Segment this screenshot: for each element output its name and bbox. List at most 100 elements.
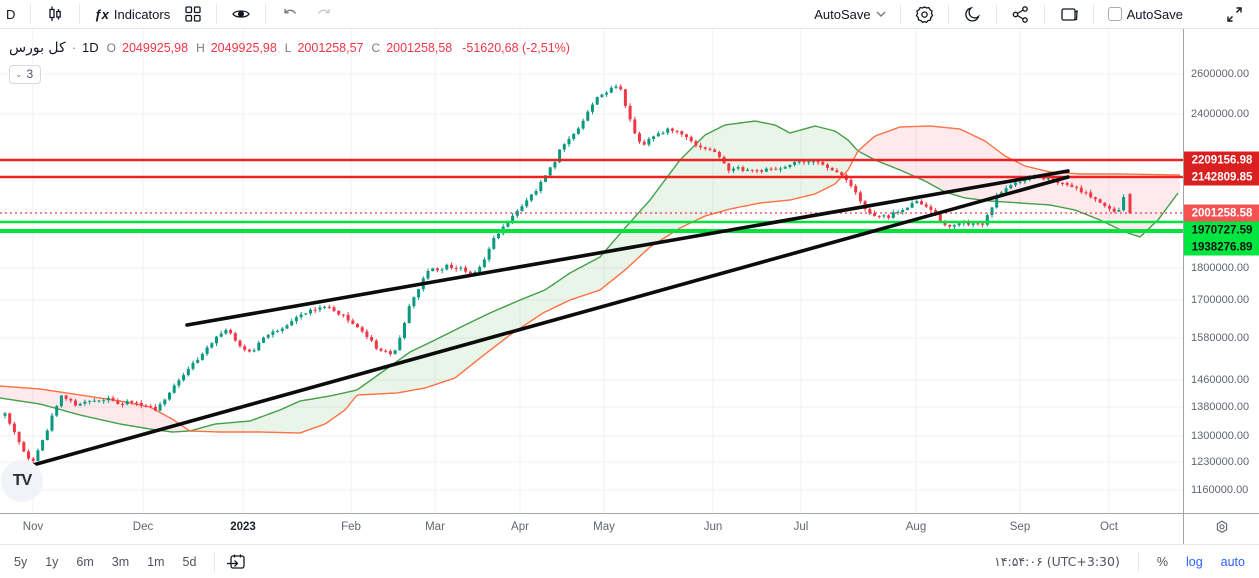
chart-legend: کل بورس · 1D O 2049925,98 H 2049925,98 L…	[9, 40, 570, 84]
chevron-down-icon	[876, 11, 886, 17]
toolbar-separator	[216, 4, 218, 24]
price-axis[interactable]: 2600000.00 2400000.00 1800000.00 1700000.00…	[1183, 29, 1259, 513]
fullscreen-button[interactable]	[1218, 0, 1251, 28]
time-axis-month-label: Sep	[1009, 521, 1031, 533]
time-axis-month-label: Jun	[703, 521, 723, 533]
time-axis-month-label: Oct	[1100, 521, 1118, 533]
time-axis-year-label: 2023	[230, 521, 256, 533]
auto-scale-button[interactable]: auto	[1220, 554, 1245, 569]
time-axis-month-label: Aug	[905, 521, 927, 533]
toolbar-separator	[30, 4, 32, 24]
tradingview-logo: TV	[1, 460, 43, 502]
change-value: -51620,68 (-2,51%)	[462, 41, 570, 55]
toolbar-separator	[995, 4, 997, 24]
theme-toggle-button[interactable]	[956, 0, 989, 28]
range-button-6m[interactable]: 6m	[76, 554, 94, 569]
legend-separator: ·	[71, 40, 77, 55]
range-button-1m[interactable]: 1m	[147, 554, 165, 569]
indicators-button[interactable]: ƒx Indicators	[87, 0, 177, 28]
undo-button[interactable]	[273, 0, 307, 28]
autosave-dropdown[interactable]: AutoSave	[807, 0, 892, 28]
interval-button[interactable]: D	[6, 6, 16, 22]
range-button-5y[interactable]: 5y	[14, 554, 28, 569]
autosave-checkbox-label: AutoSave	[1126, 6, 1183, 22]
share-icon	[1011, 5, 1030, 24]
price-tick-label: 2400000.00	[1191, 108, 1250, 120]
autosave-checkbox-row[interactable]: AutoSave	[1101, 0, 1190, 28]
price-axis-settings[interactable]	[1183, 513, 1259, 544]
session-clock[interactable]: ۱۴:۵۴:۰۶ (UTC+3:30)	[994, 554, 1120, 569]
eye-icon	[231, 4, 251, 24]
grid-lines	[0, 29, 1183, 513]
toolbar-separator	[947, 4, 949, 24]
time-axis[interactable]: Nov Dec 2023 Feb Mar Apr May Jun Jul Aug Sep Oct	[0, 513, 1183, 544]
time-axis-month-label: Mar	[425, 521, 445, 533]
price-level-badge: 2142809.85	[1184, 168, 1259, 186]
moon-icon	[963, 5, 982, 24]
trend-lines[interactable]	[31, 169, 1070, 467]
price-level-badge: 2209156.98	[1184, 151, 1259, 169]
indicators-label: Indicators	[113, 6, 171, 22]
collapsed-indicators-chip[interactable]: ⌄ 3	[9, 65, 42, 84]
toolbar-separator	[1043, 4, 1045, 24]
range-button-3m[interactable]: 3m	[111, 554, 130, 569]
layout-grid-button[interactable]	[177, 0, 209, 28]
bottom-toolbar: 5y 1y 6m 3m 1m 5d ۱۴:۵۴:۰۶ (UTC+3:30) % log a…	[0, 544, 1259, 578]
time-axis-month-label: Feb	[341, 521, 361, 533]
time-axis-month-label: Jul	[793, 521, 809, 533]
price-tick-label: 1460000.00	[1191, 374, 1250, 386]
goto-date-button[interactable]	[225, 552, 247, 572]
high-value: 2049925,98	[210, 41, 277, 55]
chart-type-button[interactable]	[38, 0, 72, 28]
range-button-1y[interactable]: 1y	[45, 554, 59, 569]
price-level-badge: 1938276.89	[1184, 238, 1259, 256]
toolbar-separator	[265, 4, 267, 24]
toolbar-separator	[79, 4, 81, 24]
redo-icon	[314, 4, 334, 24]
close-label: C	[371, 41, 381, 55]
gear-icon	[915, 5, 934, 24]
redo-button[interactable]	[307, 0, 341, 28]
toolbar-separator	[1092, 4, 1094, 24]
toolbar-separator	[1137, 551, 1139, 572]
symbol-title[interactable]: کل بورس	[9, 40, 66, 56]
range-button-5d[interactable]: 5d	[182, 554, 197, 569]
open-label: O	[106, 41, 117, 55]
object-tree-visibility-button[interactable]	[224, 0, 258, 28]
fullscreen-icon	[1225, 5, 1244, 24]
log-scale-button[interactable]: log	[1185, 554, 1203, 569]
price-tick-label: 1380000.00	[1191, 401, 1250, 413]
chart-pane[interactable]: TV کل بورس · 1D O 2049925,98 H 2049925,9…	[0, 29, 1183, 513]
share-button[interactable]	[1004, 0, 1037, 28]
price-level-badge: 2001258.58	[1184, 204, 1259, 222]
panels-icon	[1059, 5, 1079, 24]
settings-button[interactable]	[908, 0, 941, 28]
toolbar-separator	[214, 551, 216, 572]
gear-small-icon	[1214, 519, 1230, 540]
price-level-lines[interactable]	[0, 158, 1183, 233]
toolbar-separator	[899, 4, 901, 24]
calendar-goto-icon	[227, 554, 246, 569]
time-axis-month-label: Nov	[22, 521, 44, 533]
fx-icon: ƒx	[94, 6, 109, 22]
chart-canvas[interactable]	[0, 29, 1183, 513]
grid-layout-icon	[184, 5, 202, 23]
price-level-badge: 1970727.59	[1184, 221, 1259, 239]
percent-scale-button[interactable]: %	[1156, 554, 1168, 569]
legend-interval[interactable]: 1D	[82, 40, 99, 55]
close-value: 2001258,58	[386, 41, 453, 55]
ichimoku-cloud	[0, 120, 1181, 434]
autosave-checkbox[interactable]	[1107, 7, 1122, 21]
time-axis-month-label: Dec	[132, 521, 154, 533]
high-label: H	[196, 41, 205, 55]
layout-manager-button[interactable]	[1052, 0, 1086, 28]
indicators-count: 3	[26, 67, 34, 81]
undo-icon	[280, 4, 300, 24]
time-axis-month-label: Apr	[511, 521, 529, 533]
low-label: L	[284, 41, 292, 55]
open-value: 2049925,98	[122, 41, 189, 55]
price-tick-label: 1800000.00	[1191, 262, 1250, 274]
low-value: 2001258,57	[297, 41, 364, 55]
autosave-label: AutoSave	[814, 6, 871, 22]
price-tick-label: 1700000.00	[1191, 294, 1250, 306]
